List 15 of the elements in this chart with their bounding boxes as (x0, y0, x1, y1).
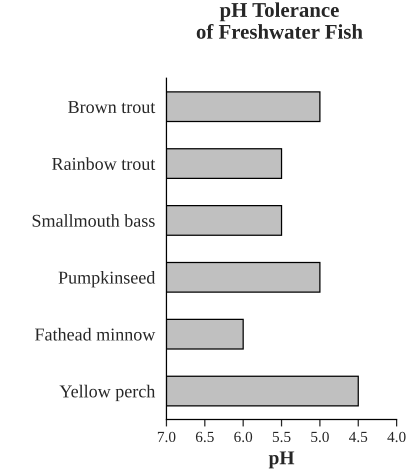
chart-title: pH Tolerance of Freshwater Fish (196, 2, 363, 39)
x-tick-label: 6.0 (234, 432, 252, 442)
x-tick-label: 5.0 (311, 432, 329, 442)
x-axis-title: pH (268, 451, 294, 468)
x-tick-label: 4.0 (387, 432, 406, 442)
x-tick-label: 7.0 (158, 432, 176, 442)
x-tick-label: 4.5 (349, 432, 368, 442)
y-tick-label: Pumpkinseed (58, 271, 156, 288)
y-tick-label: Rainbow trout (52, 157, 156, 170)
y-tick-label: Fathead minnow (35, 328, 156, 341)
y-tick-label: Yellow perch (60, 384, 156, 402)
y-tick-label: Brown trout (68, 101, 156, 114)
x-tick-label: 5.5 (272, 432, 290, 442)
x-tick-label: 6.5 (196, 432, 214, 442)
y-tick-label: Smallmouth bass (32, 214, 155, 227)
